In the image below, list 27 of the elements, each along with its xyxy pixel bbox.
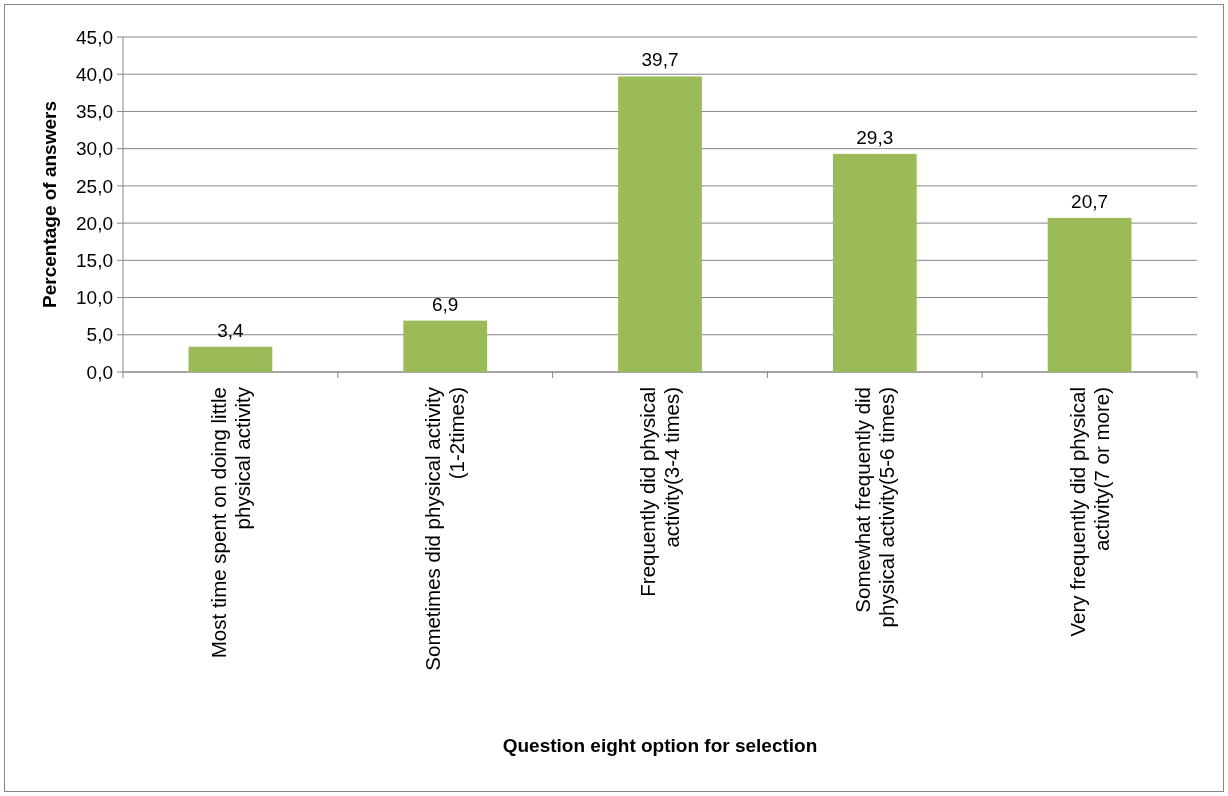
bar — [403, 320, 488, 372]
y-tick-label: 15,0 — [76, 249, 113, 271]
y-tick-label: 5,0 — [86, 324, 113, 346]
y-tick-label: 35,0 — [76, 101, 113, 123]
y-tick-label: 20,0 — [76, 212, 113, 234]
data-label: 29,3 — [856, 126, 894, 148]
bar — [618, 76, 702, 372]
data-label: 6,9 — [431, 293, 459, 315]
data-label: 3,4 — [217, 319, 245, 341]
x-tick-label: Very frequently did physical activity(7 or more) — [1065, 387, 1113, 637]
x-tick-label: Most time spent on doing little physical activity — [206, 386, 254, 659]
y-axis-title: Percentage of answers — [39, 101, 60, 308]
bar — [1047, 217, 1132, 372]
bar — [188, 346, 273, 372]
x-axis-title: Question eight option for selection — [502, 735, 818, 756]
x-tick-label: Frequently did physical activity(3-4 times) — [636, 387, 684, 597]
y-tick-label: 25,0 — [76, 175, 113, 197]
data-label: 39,7 — [641, 49, 679, 71]
data-label: 20,7 — [1071, 190, 1109, 212]
y-tick-label: 0,0 — [86, 361, 113, 383]
x-tick-label: Somewhat frequently did physical activity(5-6 times) — [850, 387, 898, 628]
y-tick-label: 10,0 — [76, 287, 113, 309]
bar — [832, 153, 917, 372]
y-tick-label: 45,0 — [76, 26, 113, 48]
x-tick-label: Sometimes did physical activity (1-2times) — [421, 386, 469, 671]
y-tick-label: 30,0 — [76, 138, 113, 160]
y-tick-label: 40,0 — [76, 63, 113, 85]
